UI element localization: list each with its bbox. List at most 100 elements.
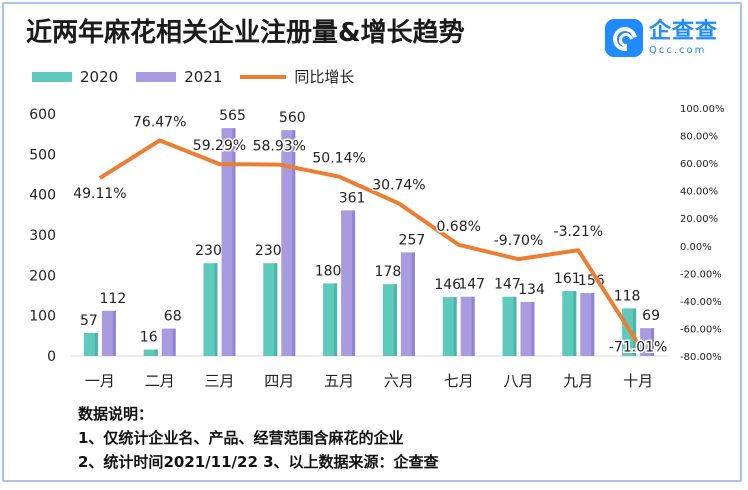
y-left-tick-label: 100 <box>29 309 56 325</box>
x-tick-label: 九月 <box>563 372 593 390</box>
growth-value-label: 50.14% <box>312 151 365 167</box>
x-tick-label: 八月 <box>503 372 533 390</box>
y-right-tick-label: 0.00% <box>680 242 712 253</box>
y-left-tick-label: 500 <box>29 147 56 163</box>
bar-2020-value-label: 118 <box>614 288 641 304</box>
bar-2020 <box>442 297 457 356</box>
bar-2021-shade <box>352 210 356 356</box>
y-left-tick-label: 0 <box>47 349 56 365</box>
y-right-tick-label: 100.00% <box>680 104 725 115</box>
bar-2021-value-label: 69 <box>642 308 660 324</box>
growth-value-label: 30.74% <box>372 177 425 193</box>
bar-2020-value-label: 230 <box>195 243 222 259</box>
x-tick-label: 三月 <box>204 372 234 390</box>
bar-2020 <box>502 296 517 356</box>
growth-value-label: 0.68% <box>436 219 480 235</box>
bar-2020 <box>203 263 218 356</box>
bar-2020-value-label: 180 <box>315 263 342 279</box>
y-right-tick-label: 40.00% <box>680 187 718 198</box>
chart-legend: 2020 2021 同比增长 <box>32 66 372 87</box>
bar-2021-shade <box>411 252 415 356</box>
bar-2020 <box>562 291 577 356</box>
legend-item-growth: 同比增长 <box>240 66 354 87</box>
bar-2020-value-label: 178 <box>375 264 402 280</box>
bar-2020-shade <box>334 283 338 356</box>
notes-line-2: 2、统计时间2021/11/22 3、以上数据来源：企查查 <box>78 453 439 471</box>
bar-2021 <box>520 301 535 356</box>
growth-value-label: 58.93% <box>253 139 306 155</box>
bar-2021 <box>400 252 415 356</box>
x-tick-label: 五月 <box>324 372 354 390</box>
legend-label-2020: 2020 <box>80 67 119 86</box>
x-tick-label: 七月 <box>444 372 474 390</box>
bar-2021-value-label: 147 <box>458 277 485 293</box>
growth-value-label: -3.21% <box>554 224 604 240</box>
bar-2021-value-label: 134 <box>518 282 545 298</box>
bar-2021-shade <box>471 296 475 356</box>
bar-2021 <box>341 210 356 356</box>
growth-value-label: -9.70% <box>494 233 544 249</box>
bar-2021 <box>281 130 296 356</box>
bar-2021 <box>460 296 475 356</box>
x-tick-label: 四月 <box>264 372 294 390</box>
bar-2021-value-label: 560 <box>279 110 306 126</box>
growth-value-label: 76.47% <box>133 114 186 130</box>
legend-label-2021: 2021 <box>184 67 223 86</box>
bar-2020 <box>323 283 338 356</box>
bar-2020-shade <box>513 296 517 356</box>
bar-2021 <box>221 128 236 356</box>
notes-heading: 数据说明： <box>78 405 154 423</box>
x-tick-label: 一月 <box>85 372 115 390</box>
bar-2020-value-label: 146 <box>434 277 461 293</box>
bar-2021-value-label: 257 <box>399 232 426 248</box>
notes-line-1: 1、仅统计企业名、产品、经营范围含麻花的企业 <box>78 429 404 447</box>
growth-line <box>98 138 640 345</box>
growth-value-label: 49.11% <box>73 186 126 202</box>
logo-icon <box>604 19 643 57</box>
bar-2020-shade <box>453 297 457 356</box>
bar-2020-shade <box>393 284 397 356</box>
y-right-tick-label: 20.00% <box>680 214 718 225</box>
bar-2021 <box>640 328 655 356</box>
bar-2021-shade <box>591 293 595 356</box>
bar-2021-shade <box>531 301 535 356</box>
x-tick-label: 十月 <box>623 372 653 390</box>
bar-2020-shade <box>633 308 637 356</box>
bar-2020-value-label: 57 <box>80 313 98 329</box>
x-tick-label: 二月 <box>145 372 175 390</box>
bar-2021-value-label: 112 <box>100 291 127 307</box>
bar-2020-shade <box>214 263 218 356</box>
bar-2020 <box>143 349 158 356</box>
logo-name: 企查查 <box>648 18 718 44</box>
chart-title: 近两年麻花相关企业注册量&增长趋势 <box>26 18 465 48</box>
bar-2021 <box>580 293 595 356</box>
bar-2021-shade <box>292 130 296 356</box>
logo-text: 企查查 Qcc.com <box>648 18 718 56</box>
y-right-tick-label: 60.00% <box>680 159 718 170</box>
bar-2021-value-label: 68 <box>164 309 182 325</box>
legend-swatch-2020 <box>32 71 72 82</box>
y-right-tick-label: -20.00% <box>680 269 722 280</box>
y-right-tick-label: 80.00% <box>680 132 718 143</box>
bar-2020 <box>382 284 397 356</box>
bar-2020-shade <box>154 349 158 356</box>
chart-plot: 0 100 200 300 400 500 600 -80.00% -60.00% -40.00%… <box>29 104 725 390</box>
brand-logo: 企查查 Qcc.com <box>604 16 718 60</box>
bar-2020-value-label: 147 <box>494 277 521 293</box>
bar-2021-value-label: 565 <box>219 108 246 124</box>
bar-2020-shade <box>573 291 577 356</box>
y-right-tick-label: -60.00% <box>680 324 722 335</box>
growth-value-label: -71.01% <box>609 340 667 356</box>
bar-2020-value-label: 230 <box>255 243 282 259</box>
legend-label-growth: 同比增长 <box>294 68 355 86</box>
legend-swatch-2021 <box>136 71 177 82</box>
bar-2021-shade <box>112 310 116 356</box>
bar-2020 <box>83 333 98 356</box>
y-left-tick-label: 300 <box>29 228 56 244</box>
y-left-tick-label: 400 <box>29 188 56 204</box>
bar-2021 <box>161 328 176 356</box>
bar-2020-value-label: 161 <box>554 271 581 287</box>
bar-2021 <box>101 310 116 356</box>
bar-2021-shade <box>172 328 176 356</box>
bar-2021-value-label: 361 <box>339 190 366 206</box>
